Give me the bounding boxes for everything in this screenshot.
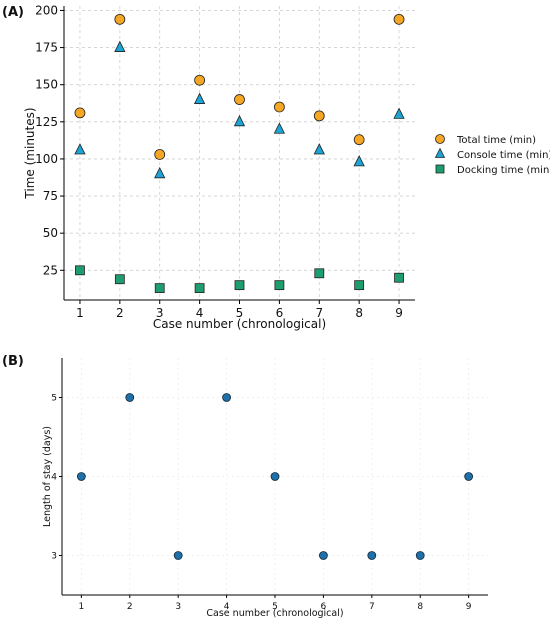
x-tick-label-a: 3 [156,306,164,320]
legend-label-console: Console time (min) [457,150,550,161]
data-point-docking [274,280,285,291]
y-axis-title-a: Time (minutes) [23,107,37,199]
data-point-docking [354,280,365,291]
x-tick-label-a: 6 [276,306,284,320]
legend-marker-docking [435,164,445,174]
x-tick-label-b: 4 [224,602,230,612]
x-tick-label-b: 5 [272,602,278,612]
data-point-stay [415,551,425,560]
x-tick-label-b: 9 [466,602,472,612]
legend-marker-total [435,134,445,144]
data-point-docking [114,274,125,285]
x-tick-label-b: 6 [321,602,327,612]
legend-label-docking: Docking time (min) [457,165,550,176]
data-point-stay [270,472,280,481]
y-tick-label-a: 50 [43,226,58,240]
legend-label-total: Total time (min) [456,135,536,146]
data-point-docking [234,280,245,291]
data-point-console [273,122,286,134]
data-point-docking [75,265,85,276]
data-point-stay [464,472,474,481]
data-point-stay [173,551,183,560]
data-point-total [273,101,285,113]
y-tick-label-a: 100 [35,152,58,166]
x-tick-label-b: 2 [127,602,133,612]
x-axis-title-b: Case number (chronological) [206,608,343,619]
data-point-stay [367,551,377,560]
x-tick-label-b: 7 [369,602,375,612]
x-tick-label-a: 1 [76,306,84,320]
x-axis-title-a: Case number (chronological) [153,317,326,331]
data-point-total [234,94,245,105]
data-point-docking [394,272,404,283]
data-point-total [393,13,405,25]
x-tick-label-a: 5 [236,306,244,320]
y-tick-label-b: 3 [51,552,57,562]
data-point-total [74,107,86,119]
y-tick-label-a: 175 [35,41,58,55]
panel-label-a: (A) [2,5,24,20]
data-point-console [233,114,246,127]
y-tick-label-b: 5 [51,394,57,404]
data-point-docking [194,283,205,294]
y-tick-label-a: 150 [35,78,58,92]
panel-label-b: (B) [2,354,24,369]
data-point-console [393,107,405,119]
data-point-docking [314,268,325,279]
data-point-docking [154,283,165,294]
x-tick-label-a: 4 [196,306,204,320]
x-tick-label-a: 8 [355,306,363,320]
y-tick-label-a: 75 [43,189,58,203]
x-tick-label-b: 3 [175,602,181,612]
data-point-console [114,40,126,52]
data-point-total [313,110,325,122]
data-point-stay [125,393,135,402]
data-point-total [154,149,166,160]
y-tick-label-b: 4 [51,473,57,483]
y-axis-title-b: Length of stay (days) [42,426,53,527]
data-point-stay [319,551,328,560]
y-tick-label-a: 125 [35,115,58,129]
x-tick-label-a: 9 [395,306,403,320]
x-tick-label-b: 8 [417,602,423,612]
x-tick-label-a: 2 [116,306,124,320]
data-point-console [313,143,325,155]
data-point-console [74,143,86,155]
data-point-total [114,13,126,25]
x-tick-label-a: 7 [315,306,323,320]
data-point-console [193,92,206,104]
data-point-stay [76,472,86,481]
data-point-console [353,155,365,167]
legend-marker-console [434,147,446,158]
y-tick-label-a: 200 [35,3,58,17]
data-point-total [194,74,206,86]
data-point-total [353,134,365,146]
x-tick-label-b: 1 [78,602,84,612]
data-point-console [154,166,166,179]
data-point-stay [222,393,231,402]
y-tick-label-a: 25 [43,263,58,277]
